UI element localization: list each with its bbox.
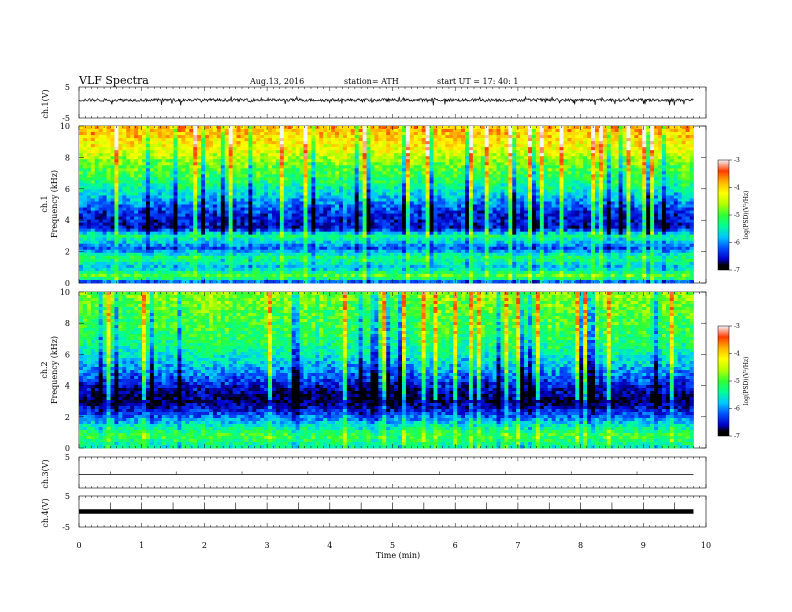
y-tick-label: 5 bbox=[65, 453, 70, 462]
colorbar-tick-label: -4 bbox=[734, 351, 740, 358]
x-tick-label: 7 bbox=[515, 541, 520, 550]
y-tick-label: 0 bbox=[65, 279, 70, 288]
ch2-spectrogram-ylabel: Frequency (kHz) bbox=[50, 336, 59, 404]
ch2-spectrogram bbox=[79, 292, 694, 449]
colorbar-tick-label: -5 bbox=[734, 212, 740, 219]
x-tick-label: 5 bbox=[390, 541, 395, 550]
start-time-label: start UT = 17: 40: 1 bbox=[437, 77, 518, 86]
y-tick-label: 8 bbox=[65, 153, 70, 162]
colorbar-tick-label: -5 bbox=[734, 378, 740, 385]
x-tick-label: 2 bbox=[202, 541, 207, 550]
x-tick-label: 3 bbox=[265, 541, 270, 550]
colorbar-tick-label: -6 bbox=[734, 406, 740, 413]
x-tick-label: 4 bbox=[327, 541, 332, 550]
ch2-colorbar bbox=[717, 325, 730, 437]
y-tick-label: 6 bbox=[65, 185, 70, 194]
station-label: station= ATH bbox=[344, 77, 399, 86]
ch4-spikes bbox=[110, 502, 675, 512]
ch1-spectrogram-ylabel: Frequency (kHz) bbox=[50, 170, 59, 238]
y-tick-label: 5 bbox=[65, 83, 70, 92]
x-tick-label: 6 bbox=[453, 541, 458, 550]
ch1-colorbar-label: log(PSD)(V²/Hz) bbox=[743, 191, 750, 240]
colorbar-tick-label: -3 bbox=[734, 157, 740, 164]
x-tick-label: 8 bbox=[578, 541, 583, 550]
colorbar-ticks: -3 -4 -5 -6 -7 -3 -4 -5 -6 -7 bbox=[729, 157, 740, 440]
date-label: Aug.13, 2016 bbox=[249, 77, 304, 86]
y-tick-label: 2 bbox=[65, 248, 70, 257]
y-tick-label: -5 bbox=[62, 523, 70, 532]
ch3-waveform-frame bbox=[78, 456, 707, 489]
x-tick-label: 9 bbox=[641, 541, 646, 550]
y-tick-label: 4 bbox=[65, 216, 70, 225]
ch3-spikes bbox=[110, 471, 638, 475]
colorbar-tick-label: -7 bbox=[734, 433, 740, 440]
colorbar-tick-label: -4 bbox=[734, 185, 740, 192]
y-tick-label: 4 bbox=[65, 382, 70, 391]
ch1-waveform-trace bbox=[78, 95, 694, 106]
y-tick-label: 0 bbox=[65, 444, 70, 453]
ch1-spectrogram bbox=[79, 126, 694, 284]
y-tick-label: 10 bbox=[60, 122, 70, 131]
ch1-waveform-frame bbox=[78, 86, 707, 119]
ch2-spectrogram-channel-label: ch.2 bbox=[40, 361, 49, 378]
x-tick-label: 0 bbox=[76, 541, 81, 550]
x-tick-label: 10 bbox=[701, 541, 711, 550]
y-tick-label: 2 bbox=[65, 413, 70, 422]
x-tick-label: 1 bbox=[139, 541, 144, 550]
y-tick-label: 5 bbox=[65, 492, 70, 501]
colorbar-tick-label: -3 bbox=[734, 323, 740, 330]
y-tick-label: 6 bbox=[65, 350, 70, 359]
ch1-colorbar bbox=[717, 159, 730, 271]
ch1-waveform-ylabel: ch.1(V) bbox=[41, 89, 50, 118]
y-tick-label: -5 bbox=[62, 114, 70, 123]
y-tick-label: 10 bbox=[60, 288, 70, 297]
ch1-spectrogram-channel-label: ch.1 bbox=[40, 195, 49, 212]
x-axis-label: Time (min) bbox=[376, 551, 420, 560]
colorbar-tick-label: -7 bbox=[734, 267, 740, 274]
figure-title: VLF Spectra bbox=[78, 74, 149, 87]
ch2-colorbar-label: log(PSD)(V²/Hz) bbox=[743, 357, 750, 406]
ch3-waveform-ylabel: ch.3(V) bbox=[41, 459, 50, 488]
y-tick-label: 8 bbox=[65, 319, 70, 328]
colorbar-tick-label: -6 bbox=[734, 240, 740, 247]
ch4-waveform-ylabel: ch.4(V) bbox=[41, 498, 50, 527]
